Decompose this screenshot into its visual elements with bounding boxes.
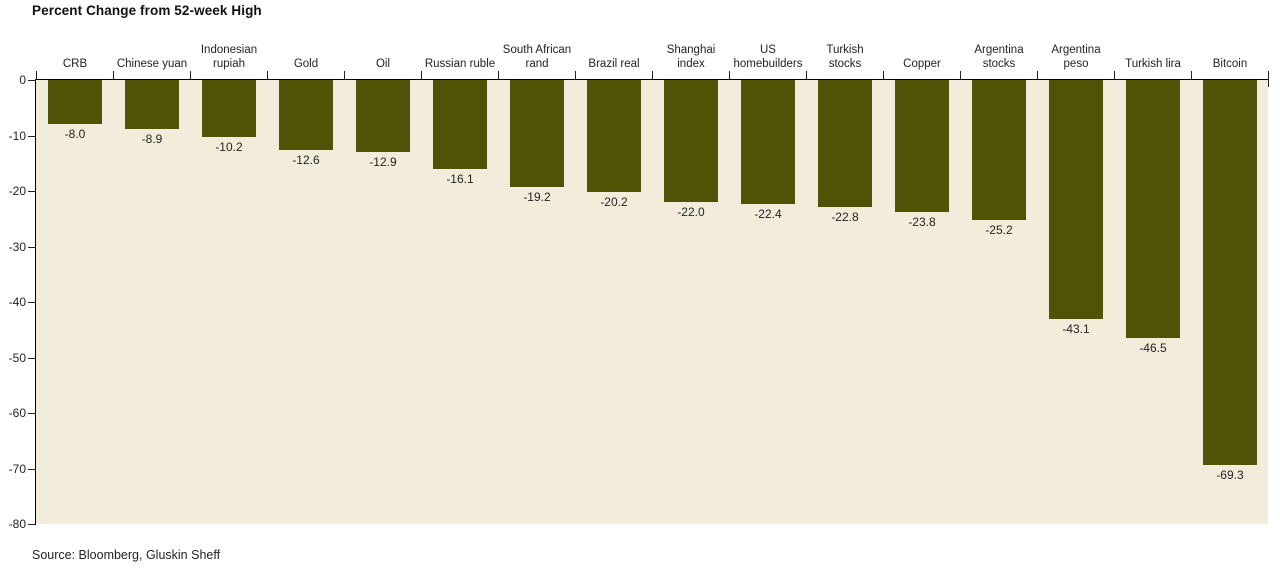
value-label: -20.2 bbox=[600, 195, 628, 209]
category-tick-end bbox=[1268, 80, 1269, 87]
bar bbox=[1126, 80, 1180, 338]
value-label: -69.3 bbox=[1216, 468, 1244, 482]
y-axis-tick-label: -30 bbox=[8, 240, 26, 254]
category-tick bbox=[806, 71, 807, 80]
y-axis-tick bbox=[28, 247, 35, 248]
bar bbox=[818, 80, 872, 207]
bar bbox=[895, 80, 949, 212]
category-tick bbox=[1268, 71, 1269, 80]
category-label: Oil bbox=[375, 58, 391, 70]
source-note: Source: Bloomberg, Gluskin Sheff bbox=[32, 548, 221, 562]
category-label: Brazil real bbox=[588, 58, 640, 70]
y-axis-tick bbox=[28, 136, 35, 137]
category-label: Shanghai index bbox=[666, 44, 716, 70]
category-label: Gold bbox=[293, 58, 319, 70]
y-axis-tick bbox=[28, 524, 35, 525]
chart-title: Percent Change from 52-week High bbox=[32, 3, 262, 18]
category-tick bbox=[113, 71, 114, 80]
bar bbox=[510, 80, 564, 187]
value-label: -22.0 bbox=[677, 205, 705, 219]
category-label: Bitcoin bbox=[1212, 58, 1248, 70]
category-label: Copper bbox=[903, 58, 941, 70]
category-label: CRB bbox=[62, 58, 88, 70]
y-axis-tick bbox=[28, 358, 35, 359]
value-label: -43.1 bbox=[1062, 322, 1090, 336]
category-tick bbox=[729, 71, 730, 80]
y-axis-tick-label: 0 bbox=[19, 73, 26, 87]
y-axis-tick-label: -80 bbox=[8, 517, 26, 531]
value-label: -22.4 bbox=[754, 207, 782, 221]
category-label: Chinese yuan bbox=[116, 58, 188, 70]
category-tick bbox=[344, 71, 345, 80]
category-label: Turkish stocks bbox=[826, 44, 864, 70]
value-label: -16.1 bbox=[446, 172, 474, 186]
y-axis-tick bbox=[28, 302, 35, 303]
bar bbox=[587, 80, 641, 192]
category-tick bbox=[498, 71, 499, 80]
y-axis-tick-label: -70 bbox=[8, 462, 26, 476]
category-label: Russian ruble bbox=[424, 58, 496, 70]
bar bbox=[125, 80, 179, 129]
category-tick bbox=[421, 71, 422, 80]
category-label: Turkish lira bbox=[1125, 58, 1181, 70]
bar bbox=[972, 80, 1026, 220]
category-label: Indonesian rupiah bbox=[200, 44, 258, 70]
bar bbox=[1203, 80, 1257, 465]
y-axis-tick-label: -50 bbox=[8, 351, 26, 365]
category-tick bbox=[1191, 71, 1192, 80]
y-axis-line bbox=[35, 79, 36, 525]
category-tick bbox=[652, 71, 653, 80]
category-label: Argentina peso bbox=[1051, 44, 1101, 70]
category-tick bbox=[190, 71, 191, 80]
category-label: US homebuilders bbox=[733, 44, 803, 70]
value-label: -46.5 bbox=[1139, 341, 1167, 355]
bar bbox=[741, 80, 795, 204]
bar bbox=[356, 80, 410, 152]
bar bbox=[48, 80, 102, 124]
value-label: -12.9 bbox=[369, 155, 397, 169]
value-label: -8.0 bbox=[64, 127, 86, 141]
value-label: -23.8 bbox=[908, 215, 936, 229]
bar bbox=[279, 80, 333, 150]
category-label: Argentina stocks bbox=[974, 44, 1024, 70]
category-tick bbox=[575, 71, 576, 80]
value-label: -19.2 bbox=[523, 190, 551, 204]
y-axis-tick bbox=[28, 469, 35, 470]
bar bbox=[433, 80, 487, 169]
y-axis-tick-label: -40 bbox=[8, 295, 26, 309]
category-tick bbox=[267, 71, 268, 80]
y-axis-tick-label: -60 bbox=[8, 406, 26, 420]
bar bbox=[664, 80, 718, 202]
bar bbox=[1049, 80, 1103, 319]
y-axis-tick bbox=[28, 413, 35, 414]
y-axis-tick-label: -10 bbox=[8, 129, 26, 143]
category-tick bbox=[1114, 71, 1115, 80]
category-tick bbox=[36, 71, 37, 80]
category-tick bbox=[960, 71, 961, 80]
y-axis-tick-label: -20 bbox=[8, 184, 26, 198]
x-axis-line bbox=[36, 79, 1268, 80]
bar bbox=[202, 80, 256, 137]
category-tick bbox=[883, 71, 884, 80]
y-axis-tick bbox=[28, 191, 35, 192]
category-label: South African rand bbox=[502, 44, 572, 70]
value-label: -12.6 bbox=[292, 153, 320, 167]
value-label: -25.2 bbox=[985, 223, 1013, 237]
value-label: -8.9 bbox=[141, 132, 163, 146]
y-axis-tick bbox=[28, 80, 35, 81]
value-label: -22.8 bbox=[831, 210, 859, 224]
value-label: -10.2 bbox=[215, 140, 243, 154]
category-tick bbox=[1037, 71, 1038, 80]
